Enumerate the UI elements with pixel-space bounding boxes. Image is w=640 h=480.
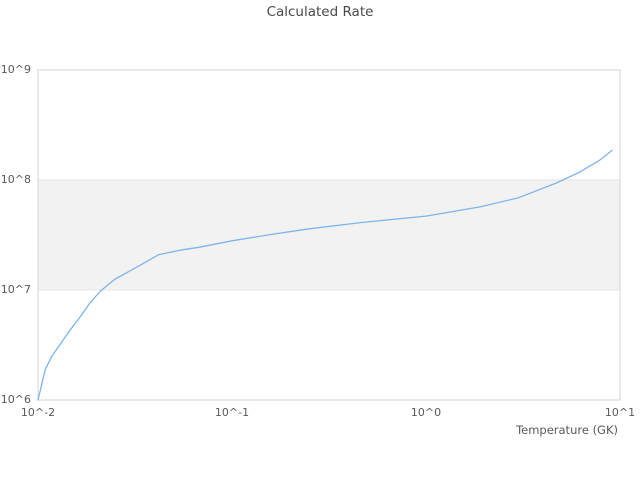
x-tick-label: 10^1: [604, 406, 636, 419]
plot-band: [38, 180, 620, 290]
x-tick-label: 10^-2: [20, 406, 56, 419]
x-axis-title: Temperature (GK): [516, 423, 618, 437]
x-tick-label: 10^-1: [214, 406, 250, 419]
y-tick-label: 10^6: [0, 393, 31, 406]
y-tick-label: 10^7: [0, 283, 31, 296]
plot-frame: [37, 69, 621, 401]
y-tick-label: 10^8: [0, 173, 31, 186]
chart-title: Calculated Rate: [266, 4, 374, 20]
series-line: [37, 149, 613, 401]
x-tick-label: 10^0: [410, 406, 442, 419]
y-tick-label: 10^9: [0, 63, 31, 76]
